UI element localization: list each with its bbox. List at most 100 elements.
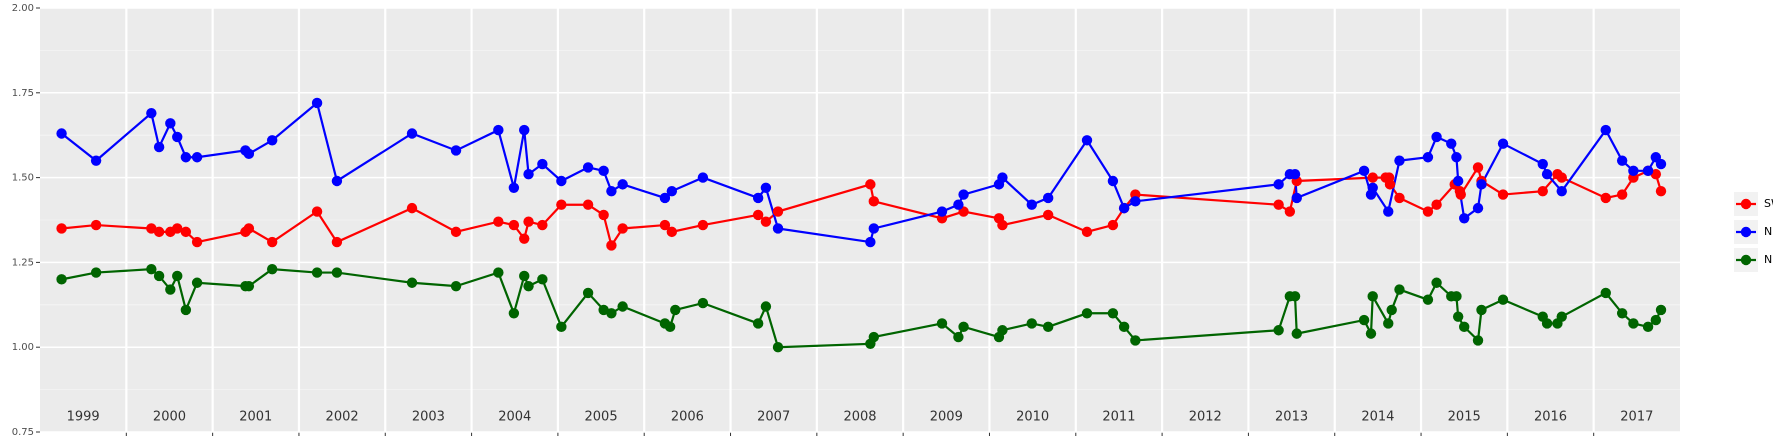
data-point bbox=[172, 131, 183, 143]
x-tick-label: 2017 bbox=[1620, 410, 1653, 425]
data-point bbox=[868, 196, 880, 207]
data-point bbox=[1642, 165, 1654, 177]
data-point bbox=[537, 274, 548, 285]
legend-dot bbox=[1740, 226, 1752, 238]
data-point bbox=[1628, 165, 1639, 177]
x-tick-label: 2011 bbox=[1102, 410, 1135, 425]
data-point bbox=[1384, 179, 1396, 190]
data-point bbox=[266, 135, 278, 146]
x-tick-label: 1999 bbox=[67, 410, 100, 425]
data-point bbox=[153, 141, 165, 153]
data-point bbox=[865, 179, 876, 190]
data-point bbox=[1476, 179, 1487, 190]
data-point bbox=[450, 280, 462, 292]
data-point bbox=[146, 107, 157, 119]
data-point bbox=[1655, 158, 1667, 170]
data-point bbox=[165, 284, 176, 295]
legend-label: SWIR bbox=[1764, 197, 1773, 210]
data-point bbox=[865, 236, 876, 248]
data-point bbox=[1451, 152, 1462, 163]
x-tick-label: 2013 bbox=[1275, 410, 1308, 425]
data-point bbox=[172, 223, 183, 234]
data-point bbox=[1431, 199, 1442, 210]
data-point bbox=[508, 308, 520, 319]
data-point bbox=[1655, 185, 1667, 197]
data-point bbox=[243, 280, 255, 292]
data-point bbox=[1273, 199, 1284, 210]
data-point bbox=[1455, 189, 1466, 200]
x-tick-label: 2006 bbox=[671, 410, 704, 425]
data-point bbox=[331, 175, 343, 187]
data-point bbox=[146, 263, 157, 275]
data-point bbox=[1367, 182, 1378, 193]
data-point bbox=[90, 219, 102, 231]
x-tick-label: 2003 bbox=[412, 410, 445, 425]
data-point bbox=[958, 189, 969, 200]
data-point bbox=[1556, 311, 1567, 322]
data-point bbox=[1107, 219, 1119, 231]
data-point bbox=[772, 342, 784, 353]
data-point bbox=[868, 331, 880, 343]
data-point bbox=[664, 321, 676, 333]
legend-label: NDWI bbox=[1764, 253, 1773, 266]
data-point bbox=[1642, 321, 1654, 333]
data-point bbox=[1273, 179, 1284, 190]
data-point bbox=[697, 172, 709, 183]
data-point bbox=[311, 97, 323, 109]
legend-dot bbox=[1740, 254, 1752, 266]
data-point bbox=[1537, 185, 1548, 197]
data-point bbox=[266, 263, 278, 275]
data-point bbox=[760, 216, 772, 227]
data-point bbox=[1291, 328, 1302, 339]
data-point bbox=[180, 304, 192, 316]
data-point bbox=[519, 233, 530, 244]
data-point bbox=[1422, 206, 1434, 217]
data-point bbox=[508, 182, 520, 193]
data-point bbox=[1394, 284, 1405, 295]
data-point bbox=[606, 185, 617, 197]
data-point bbox=[1386, 304, 1397, 316]
data-point bbox=[670, 304, 681, 316]
data-point bbox=[953, 331, 964, 343]
x-tick-label: 2010 bbox=[1016, 410, 1049, 425]
data-point bbox=[90, 267, 102, 278]
x-tick-label: 2008 bbox=[843, 410, 876, 425]
data-point bbox=[752, 209, 764, 221]
data-point bbox=[1107, 308, 1119, 319]
data-point bbox=[146, 223, 157, 234]
data-point bbox=[659, 192, 671, 204]
data-point bbox=[936, 206, 948, 217]
data-point bbox=[1472, 162, 1484, 173]
data-point bbox=[493, 124, 504, 136]
data-point bbox=[1655, 304, 1667, 316]
data-point bbox=[1452, 175, 1464, 187]
data-point bbox=[1476, 304, 1487, 316]
y-tick-label: 1.00 bbox=[12, 342, 34, 353]
x-tick-label: 2015 bbox=[1448, 410, 1481, 425]
data-point bbox=[1556, 185, 1567, 197]
data-point bbox=[406, 277, 418, 288]
x-tick-label: 2007 bbox=[757, 410, 790, 425]
data-point bbox=[1600, 192, 1611, 204]
data-point bbox=[772, 223, 784, 234]
data-point bbox=[1358, 165, 1370, 177]
data-point bbox=[1042, 321, 1054, 333]
data-point bbox=[936, 318, 948, 329]
data-point bbox=[582, 162, 594, 173]
x-tick-label: 2014 bbox=[1361, 410, 1394, 425]
data-point bbox=[1394, 155, 1405, 166]
data-point bbox=[1081, 135, 1093, 146]
data-point bbox=[1472, 335, 1484, 346]
data-point bbox=[90, 155, 102, 166]
data-point bbox=[1628, 318, 1639, 329]
data-point bbox=[1459, 213, 1470, 224]
data-point bbox=[1650, 314, 1662, 326]
data-point bbox=[1541, 169, 1553, 180]
data-point bbox=[1042, 209, 1054, 221]
data-point bbox=[582, 199, 594, 210]
data-point bbox=[997, 172, 1008, 183]
y-tick-label: 1.50 bbox=[12, 173, 34, 184]
data-point bbox=[752, 318, 764, 329]
data-point bbox=[537, 158, 548, 170]
data-point bbox=[556, 175, 567, 187]
